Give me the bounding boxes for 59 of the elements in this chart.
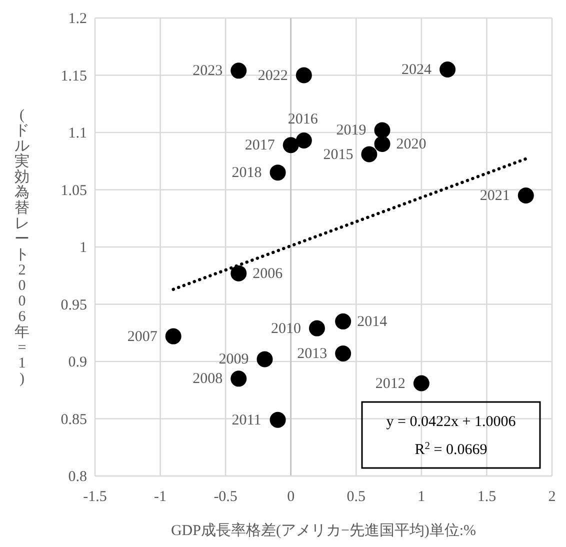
x-tick-label: 2 bbox=[548, 489, 556, 505]
annotation: 2006 bbox=[252, 266, 284, 282]
point bbox=[308, 320, 325, 336]
annotation: 2010 bbox=[270, 320, 301, 337]
y-tick-label: 1.15 bbox=[60, 68, 87, 84]
annotation: 2018 bbox=[232, 165, 262, 182]
x-tick-label: 0.5 bbox=[346, 489, 366, 505]
annotation: 2016 bbox=[288, 112, 318, 128]
point bbox=[374, 136, 390, 152]
annotation: 2024 bbox=[402, 62, 432, 78]
annotation: 2020 bbox=[396, 136, 426, 152]
x-tick-label: 0 bbox=[287, 489, 295, 505]
y-tick-label: 1.2 bbox=[68, 11, 87, 27]
point bbox=[256, 351, 273, 368]
annotation: y = 0.0422x + 1.0006 bbox=[386, 414, 516, 430]
x-tick-label: -1 bbox=[154, 489, 167, 505]
point bbox=[440, 62, 456, 78]
y-tick-label: 0.85 bbox=[60, 412, 87, 428]
annotation: 2017 bbox=[244, 138, 276, 154]
x-tick-label: 1 bbox=[418, 489, 426, 505]
y-tick-label: 1.05 bbox=[60, 182, 87, 199]
x-tick-label: 1.5 bbox=[477, 489, 496, 505]
annotation: 2021 bbox=[480, 188, 510, 204]
y-tick-label: 0.9 bbox=[68, 354, 87, 370]
point bbox=[230, 62, 247, 79]
point bbox=[230, 265, 247, 282]
annotation: 2014 bbox=[357, 314, 388, 330]
x-axis-title: GDP成長率格差(アメリカ−先進国平均)単位:% bbox=[170, 522, 476, 539]
annotation: 2019 bbox=[336, 122, 366, 139]
point bbox=[335, 345, 352, 362]
point bbox=[296, 67, 312, 84]
point bbox=[413, 375, 430, 392]
point bbox=[230, 370, 247, 387]
point bbox=[335, 313, 352, 330]
y-tick-label: 1.1 bbox=[68, 126, 87, 142]
point bbox=[296, 132, 312, 149]
point bbox=[361, 146, 378, 162]
annotation: 2007 bbox=[127, 328, 158, 345]
annotation: 2012 bbox=[375, 376, 406, 392]
point bbox=[282, 137, 299, 154]
annotation: 2013 bbox=[297, 346, 328, 362]
annotation: 2022 bbox=[258, 68, 288, 84]
y-tick-label: 0.8 bbox=[68, 469, 87, 485]
annotation: 2015 bbox=[323, 146, 354, 163]
x-tick-label: -0.5 bbox=[214, 489, 238, 505]
annotation: 2011 bbox=[232, 412, 262, 428]
y-tick-label: 0.95 bbox=[60, 297, 87, 314]
point bbox=[374, 122, 390, 138]
text: (ドル実効為替レート2006年=1) bbox=[14, 108, 30, 387]
annotation: R$^{2}$ = 0.0669 bbox=[414, 440, 488, 458]
point bbox=[270, 412, 286, 428]
annotation: 2008 bbox=[192, 371, 223, 388]
annotation: 2023 bbox=[192, 63, 223, 80]
point bbox=[165, 328, 182, 344]
x-tick-label: -1.5 bbox=[83, 489, 107, 505]
y-tick-label: 1 bbox=[80, 240, 87, 256]
point bbox=[270, 164, 286, 181]
annotation: 2009 bbox=[218, 352, 249, 368]
point bbox=[518, 187, 534, 204]
